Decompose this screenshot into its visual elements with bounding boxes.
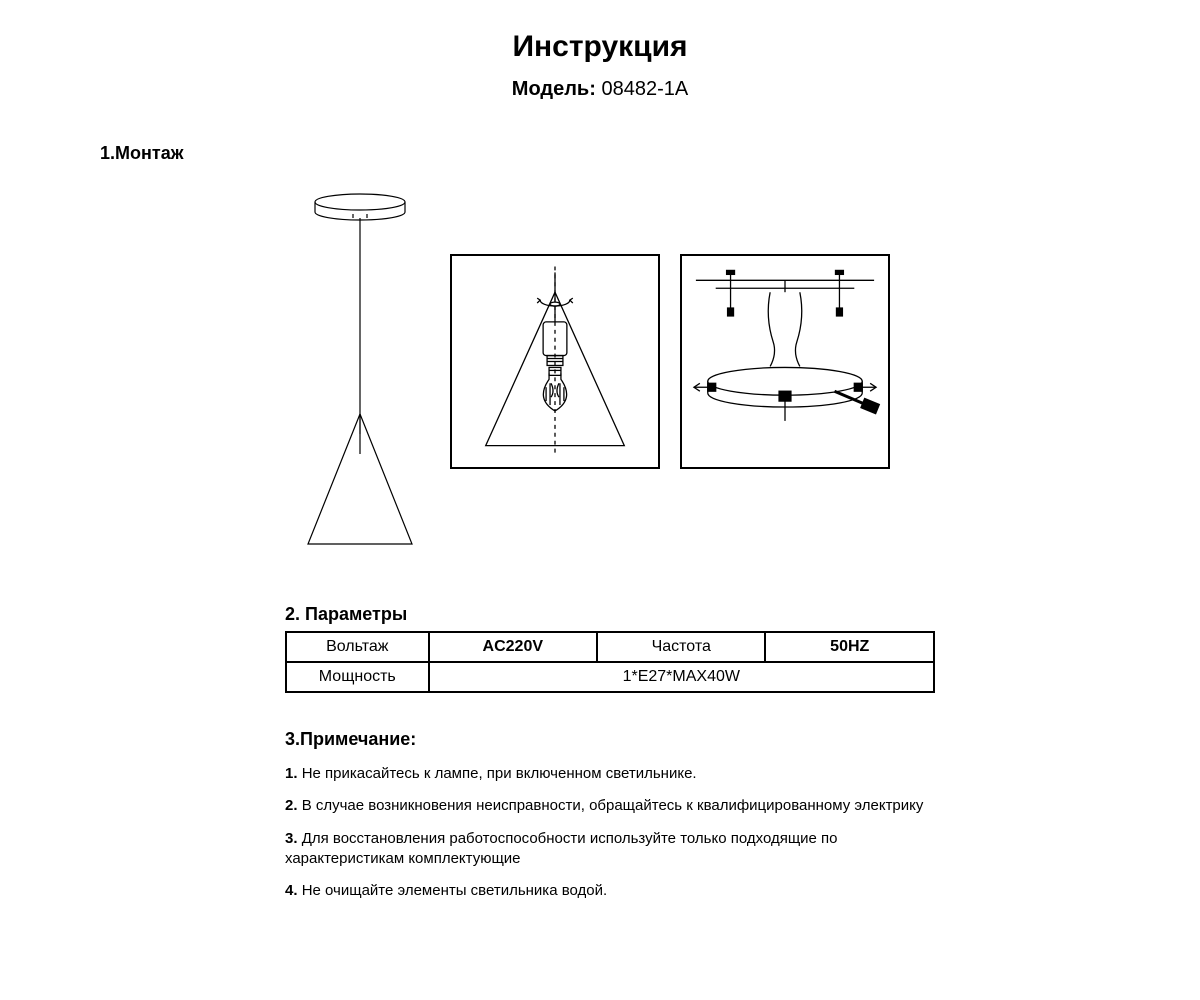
model-line: Модель: 08482-1A bbox=[100, 78, 1100, 101]
note-number: 3. bbox=[285, 830, 298, 847]
model-value: 08482-1A bbox=[601, 78, 688, 100]
pendant-lamp-diagram bbox=[290, 184, 430, 564]
page-title: Инструкция bbox=[100, 30, 1100, 64]
section2-heading: 2. Параметры bbox=[285, 604, 935, 625]
note-number: 2. bbox=[285, 797, 298, 814]
voltage-value-cell: AC220V bbox=[429, 632, 597, 662]
section3-heading: 3.Примечание: bbox=[285, 729, 935, 750]
model-label: Модель: bbox=[512, 78, 596, 100]
note-text: В случае возникновения неисправности, об… bbox=[302, 797, 924, 814]
table-row: Мощность 1*E27*MAX40W bbox=[286, 662, 934, 692]
voltage-label-cell: Вольтаж bbox=[286, 632, 429, 662]
note-number: 1. bbox=[285, 765, 298, 782]
note-1: 1. Не прикасайтесь к лампе, при включенн… bbox=[285, 764, 935, 784]
table-row: Вольтаж AC220V Частота 50HZ bbox=[286, 632, 934, 662]
note-text: Не очищайте элементы светильника водой. bbox=[302, 882, 607, 899]
freq-label-cell: Частота bbox=[597, 632, 765, 662]
power-label-cell: Мощность bbox=[286, 662, 429, 692]
parameters-section: 2. Параметры Вольтаж AC220V Частота 50HZ… bbox=[285, 604, 935, 693]
notes-section: 3.Примечание: 1. Не прикасайтесь к лампе… bbox=[285, 729, 935, 901]
note-text: Не прикасайтесь к лампе, при включенном … bbox=[302, 765, 697, 782]
note-3: 3. Для восстановления работоспособности … bbox=[285, 829, 935, 870]
note-2: 2. В случае возникновения неисправности,… bbox=[285, 796, 935, 816]
note-number: 4. bbox=[285, 882, 298, 899]
note-text: Для восстановления работоспособности исп… bbox=[285, 830, 838, 867]
freq-value-cell: 50HZ bbox=[765, 632, 934, 662]
note-4: 4. Не очищайте элементы светильника водо… bbox=[285, 881, 935, 901]
parameters-table: Вольтаж AC220V Частота 50HZ Мощность 1*E… bbox=[285, 631, 935, 693]
ceiling-mount-diagram bbox=[680, 254, 890, 469]
section1-heading: 1.Монтаж bbox=[100, 143, 1100, 164]
assembly-diagrams bbox=[290, 184, 1100, 564]
bulb-assembly-diagram bbox=[450, 254, 660, 469]
power-value-cell: 1*E27*MAX40W bbox=[429, 662, 934, 692]
